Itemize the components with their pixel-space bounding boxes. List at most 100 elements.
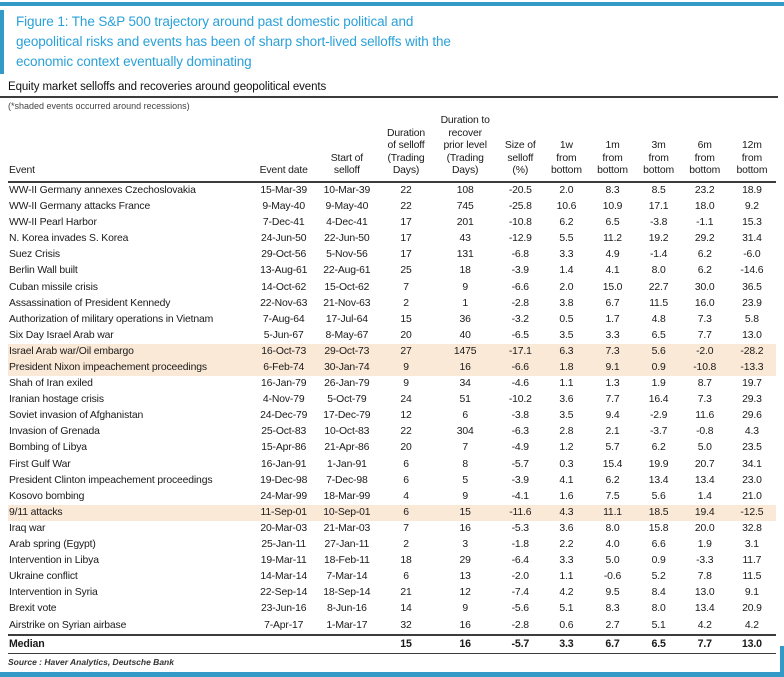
table-row-value-cell: 1.1: [559, 571, 574, 583]
table-row-value-cell: 4.8: [651, 313, 666, 325]
table-row-value-cell: 6: [403, 474, 409, 486]
table-row-value-cell: -6.0: [743, 249, 761, 261]
table-row-value-cell: 10.9: [602, 201, 623, 213]
col-header-12m: 12m from bottom: [736, 140, 768, 177]
col-header-dur-selloff: Duration of selloff (Trading Days): [386, 127, 426, 177]
table-header-row: Event Event date Start of selloff Duration …: [8, 115, 776, 182]
table-row-value-cell: 51: [459, 394, 471, 406]
table-row-value-cell: 6: [403, 571, 409, 583]
table-row-value-cell: 10-Mar-39: [323, 184, 371, 196]
table-row-value-cell: -6.4: [511, 555, 529, 567]
table-row-value-cell: 18.0: [694, 201, 715, 213]
table-row-value-cell: 4.3: [744, 426, 759, 438]
table-row-value-cell: 12: [400, 410, 412, 422]
table-row-value-cell: 16-Jan-79: [260, 378, 307, 390]
table-row-value-cell: 24-Jun-50: [260, 233, 307, 245]
col-header-dur-recover: Duration to recover prior level (Trading…: [440, 115, 490, 177]
table-row-value-cell: 16: [459, 619, 471, 631]
table-row-value-cell: 16-Oct-73: [261, 345, 307, 357]
table-row-value-cell: 2.0: [559, 281, 574, 293]
median-row-value-cell: 7.7: [697, 637, 712, 650]
table-row-value-cell: 25-Jan-11: [261, 539, 307, 551]
table-row-value-cell: 9-May-40: [325, 201, 369, 213]
table-row-value-cell: 1.1: [559, 378, 574, 390]
table-row-value-cell: 22: [400, 426, 412, 438]
table-row-value-cell: 29-Oct-56: [261, 249, 307, 261]
table-row-value-cell: 16: [459, 522, 471, 534]
median-row-value-cell: 3.3: [559, 637, 574, 650]
table-row: WW-II Germany annexes Czechoslovakia 15-M…: [8, 182, 776, 199]
table-row-value-cell: 3.5: [559, 410, 574, 422]
table-row-value-cell: 24-Mar-99: [260, 490, 307, 502]
table-row-value-cell: 25-Oct-83: [261, 426, 307, 438]
table-row-value-cell: 30.0: [694, 281, 715, 293]
table-row-value-cell: 304: [456, 426, 474, 438]
table-row-event-cell: Invasion of Grenada: [9, 426, 100, 438]
table-row-value-cell: 5.2: [651, 571, 666, 583]
table-row-value-cell: 7.3: [697, 313, 712, 325]
table-row-event-cell: Ukraine conflict: [9, 571, 78, 583]
median-row-value-cell: [315, 635, 379, 654]
title-block: Figure 1: The S&P 500 trajectory around …: [0, 10, 784, 74]
table-row-value-cell: 18-Feb-11: [323, 555, 370, 567]
median-row: Median 15 16 -5.7 3.3 6.7 6.5 7.7 13.0: [8, 634, 776, 654]
table-row-value-cell: -0.6: [603, 571, 622, 583]
table-row-value-cell: 14: [400, 603, 412, 615]
table-subtitle: Equity market selloffs and recoveries ar…: [8, 81, 327, 93]
table-row-value-cell: 19-Mar-11: [260, 555, 307, 567]
table-row-value-cell: 3.8: [559, 297, 574, 309]
table-row-value-cell: -14.6: [740, 265, 764, 277]
table-row-value-cell: -3.3: [696, 555, 714, 567]
table-row-value-cell: 1.9: [697, 539, 712, 551]
table-row-value-cell: 1.6: [559, 490, 574, 502]
median-row-value-cell: 15: [400, 637, 412, 650]
table-row-value-cell: 29.2: [694, 233, 715, 245]
table-row-value-cell: -3.2: [511, 313, 529, 325]
table-row-value-cell: -1.4: [649, 249, 668, 261]
table-row-value-cell: 17: [400, 233, 412, 245]
table-row-value-cell: 2.0: [559, 184, 574, 196]
table-row-value-cell: -5.6: [511, 603, 529, 615]
table-row-value-cell: 12: [459, 587, 471, 599]
table-row-value-cell: 18.5: [648, 506, 669, 518]
table-row-value-cell: 0.9: [651, 555, 666, 567]
table-row-value-cell: 4.2: [559, 587, 574, 599]
table-row-value-cell: -4.9: [511, 442, 529, 454]
table-row-value-cell: 7-Dec-41: [262, 217, 305, 229]
table-row-value-cell: 22-Aug-61: [323, 265, 371, 277]
table-row-value-cell: -3.9: [511, 474, 529, 486]
table-row-value-cell: 3.5: [559, 329, 574, 341]
table-row-value-cell: 9: [462, 281, 468, 293]
table-row: President Clinton impeachement proceedin…: [8, 473, 776, 489]
table-row-value-cell: -3.7: [649, 426, 668, 438]
table-row-value-cell: 23.9: [742, 297, 762, 309]
table-row-value-cell: 15.4: [602, 458, 623, 470]
table-row: Iranian hostage crisis 4-Nov-79 5-Oct-79 24…: [8, 392, 776, 408]
table-row-value-cell: 11.2: [603, 233, 622, 245]
table-row-value-cell: 23.5: [742, 442, 762, 454]
table-row-value-cell: 4.3: [559, 506, 574, 518]
table-row: 9/11 attacks 11-Sep-01 10-Sep-01 6 15 -11.6 4.…: [8, 504, 776, 521]
table-row-value-cell: 8.7: [697, 378, 712, 390]
table-row-value-cell: 4.1: [559, 474, 574, 486]
table-row-value-cell: 5.7: [605, 442, 620, 454]
table-row: Six Day Israel Arab war 5-Jun-67 8-May-67 2…: [8, 328, 776, 344]
table-row-value-cell: 17-Jul-64: [325, 313, 368, 325]
table-row-value-cell: 9: [462, 490, 468, 502]
table-row: Brexit vote 23-Jun-16 8-Jun-16 14 9 -5.6 5.1 8.…: [8, 601, 776, 617]
table-row-value-cell: 108: [456, 184, 474, 196]
table-row-value-cell: 6: [403, 458, 409, 470]
table-row-value-cell: 32.8: [742, 522, 762, 534]
table-row: Intervention in Libya 19-Mar-11 18-Feb-11 1…: [8, 553, 776, 569]
table-row-value-cell: 24: [400, 394, 412, 406]
col-header-event-date: Event date: [259, 165, 308, 177]
col-header-1m: 1m from bottom: [597, 140, 628, 177]
table-row-value-cell: 27: [400, 345, 412, 357]
table-row-value-cell: -7.4: [511, 587, 529, 599]
table-row-event-cell: 9/11 attacks: [9, 506, 63, 518]
table-row-value-cell: 6.2: [651, 442, 666, 454]
table-row-value-cell: -17.1: [508, 345, 532, 357]
table-row-value-cell: 21-Apr-86: [324, 442, 370, 454]
table-row-value-cell: 34.1: [742, 458, 762, 470]
table-row-event-cell: Intervention in Libya: [9, 555, 99, 567]
